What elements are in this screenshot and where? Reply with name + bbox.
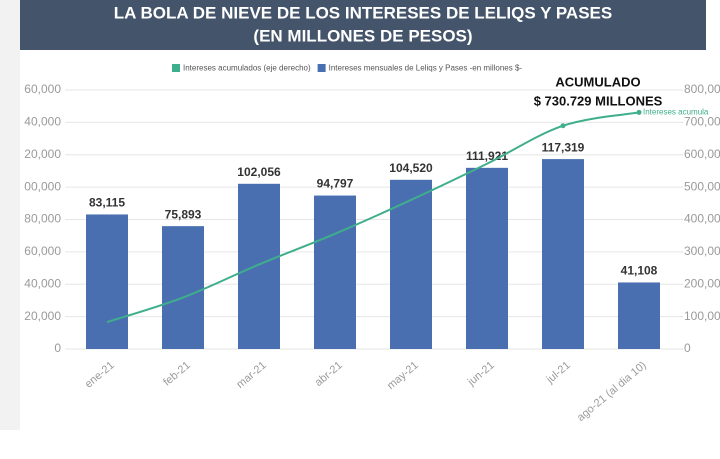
bar (390, 179, 432, 349)
side-strip (0, 0, 20, 430)
x-tick-label: mar-21 (234, 359, 268, 391)
y-tick-label: 0 (54, 341, 61, 355)
legend-label: Intereses acumulados (eje derecho) (183, 64, 311, 73)
bar (314, 195, 356, 349)
x-tick-label: may-21 (385, 359, 421, 392)
annotation: $ 730.729 MILLONES (534, 93, 663, 108)
y2-tick-label: 100,00 (684, 309, 720, 323)
line (106, 111, 640, 324)
data-label: 117,319 (542, 140, 585, 154)
bar (162, 226, 204, 349)
y2-tick-label: 800,00 (684, 82, 720, 96)
legend-swatch (172, 64, 180, 72)
x-tick-label: ene-21 (83, 359, 117, 390)
data-label: 83,115 (89, 196, 125, 210)
x-tick-label: feb-21 (161, 359, 193, 388)
legend-label: Intereses mensuales de Leliqs y Pases -e… (329, 64, 523, 73)
data-label: 104,520 (389, 161, 433, 175)
line-marker (636, 109, 642, 115)
y-tick-label: 40,000 (24, 115, 61, 129)
x-tick-label: jul-21 (544, 359, 573, 386)
annotation: Intereses acumula (643, 108, 709, 117)
y2-tick-label: 0 (684, 341, 691, 355)
data-label: 102,056 (237, 165, 281, 179)
y-tick-label: 20,000 (24, 147, 61, 161)
x-tick-label: ago-21 (al dia 10) (575, 359, 649, 424)
y2-tick-label: 300,00 (684, 244, 720, 258)
y2-tick-label: 400,00 (684, 212, 720, 226)
y-tick-label: 80,000 (24, 212, 61, 226)
bar (238, 183, 280, 349)
x-tick-label: abr-21 (313, 359, 345, 389)
line-marker (560, 123, 566, 129)
chart-title: LA BOLA DE NIEVE DE LOS INTERESES DE LEL… (114, 3, 612, 22)
data-label: 75,893 (165, 207, 202, 221)
chart-subtitle: (EN MILLONES DE PESOS) (253, 26, 472, 45)
bar (542, 159, 584, 349)
data-label: 94,797 (317, 177, 354, 191)
y2-tick-label: 500,00 (684, 179, 720, 193)
bar (618, 282, 660, 349)
legend-swatch (317, 64, 326, 72)
x-tick-label: jun-21 (465, 359, 497, 388)
y2-tick-label: 600,00 (684, 147, 720, 161)
y2-tick-label: 700,00 (684, 115, 720, 129)
y-tick-label: 00,000 (24, 179, 61, 193)
y-tick-label: 20,000 (24, 309, 61, 323)
y-tick-label: 60,000 (24, 244, 61, 258)
y-tick-label: 40,000 (24, 276, 61, 290)
bar (466, 167, 508, 349)
data-label: 111,921 (466, 149, 508, 163)
data-label: 41,108 (621, 264, 658, 278)
bar (86, 214, 128, 349)
annotation: ACUMULADO (555, 74, 640, 89)
y-tick-label: 60,000 (24, 82, 61, 96)
title-banner (20, 0, 706, 50)
y2-tick-label: 200,00 (684, 276, 720, 290)
